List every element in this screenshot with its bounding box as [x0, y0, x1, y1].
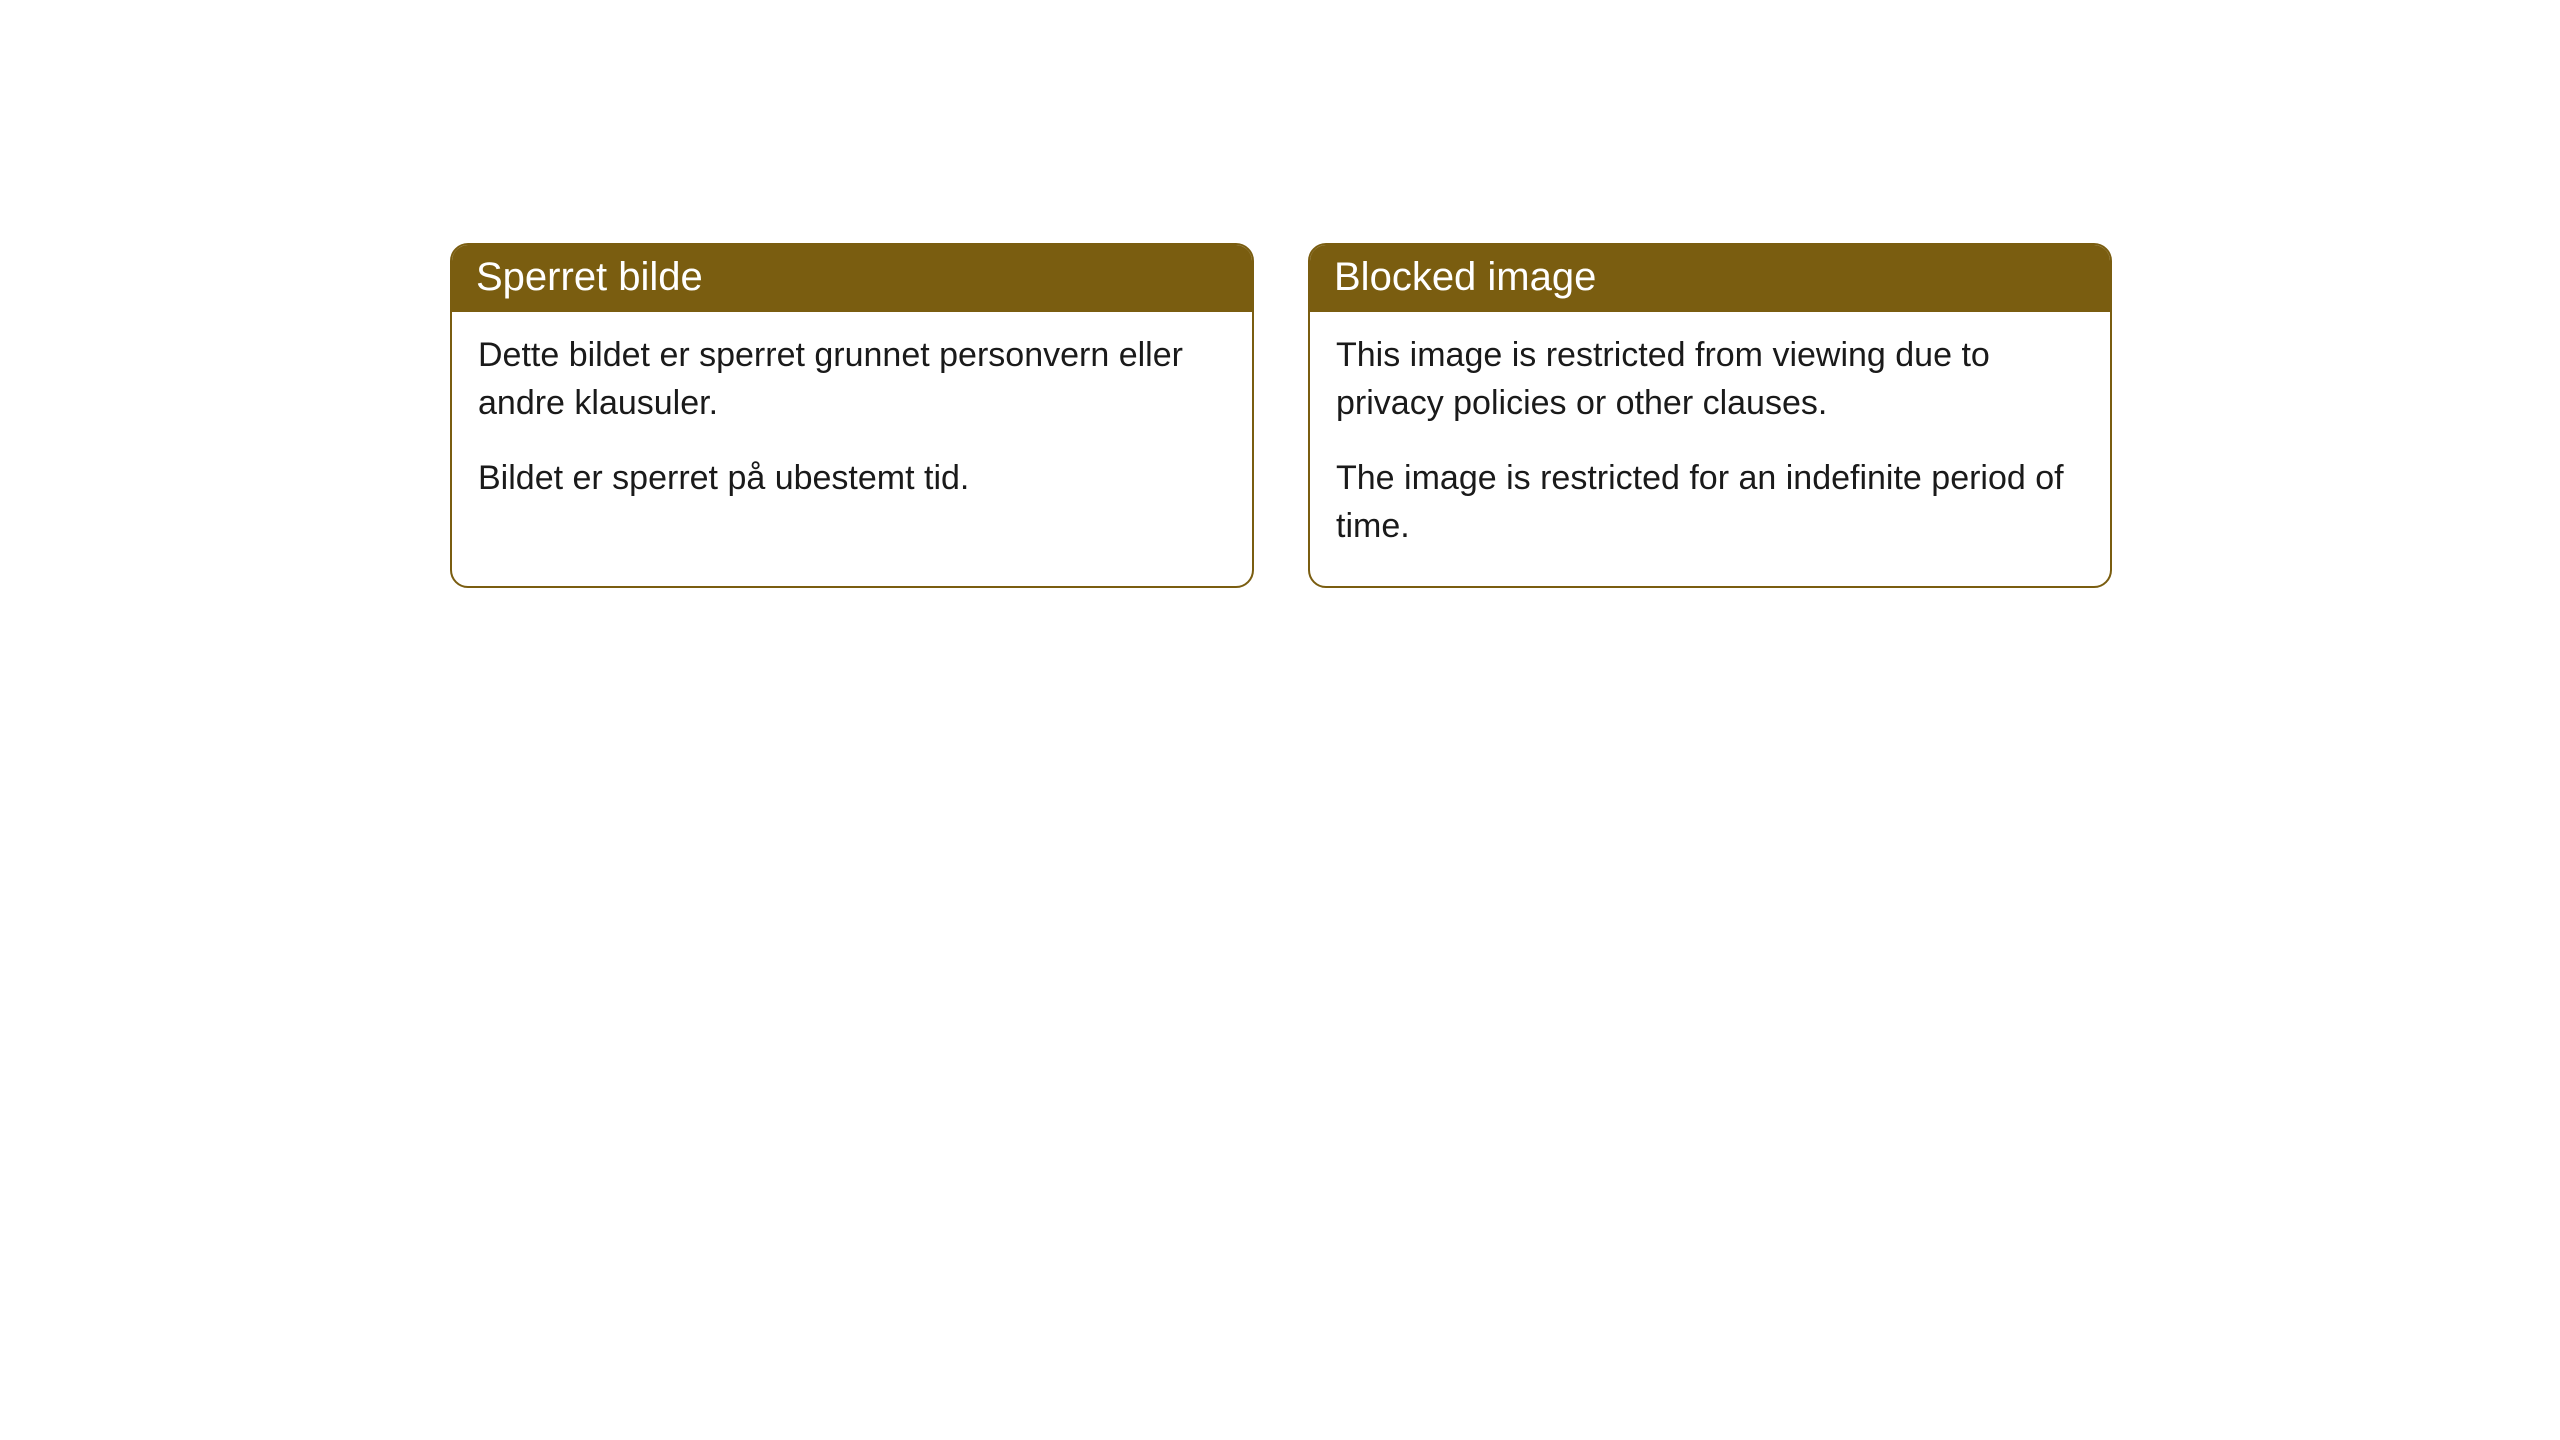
card-body-english: This image is restricted from viewing du… — [1310, 312, 2110, 586]
card-norwegian: Sperret bilde Dette bildet er sperret gr… — [450, 243, 1254, 588]
card-header-norwegian: Sperret bilde — [452, 245, 1252, 312]
card-title: Blocked image — [1334, 255, 1596, 299]
card-paragraph: The image is restricted for an indefinit… — [1336, 455, 2084, 550]
cards-container: Sperret bilde Dette bildet er sperret gr… — [450, 243, 2112, 588]
card-paragraph: Dette bildet er sperret grunnet personve… — [478, 332, 1226, 427]
card-header-english: Blocked image — [1310, 245, 2110, 312]
card-english: Blocked image This image is restricted f… — [1308, 243, 2112, 588]
card-paragraph: This image is restricted from viewing du… — [1336, 332, 2084, 427]
card-paragraph: Bildet er sperret på ubestemt tid. — [478, 455, 1226, 503]
card-body-norwegian: Dette bildet er sperret grunnet personve… — [452, 312, 1252, 539]
card-title: Sperret bilde — [476, 255, 703, 299]
